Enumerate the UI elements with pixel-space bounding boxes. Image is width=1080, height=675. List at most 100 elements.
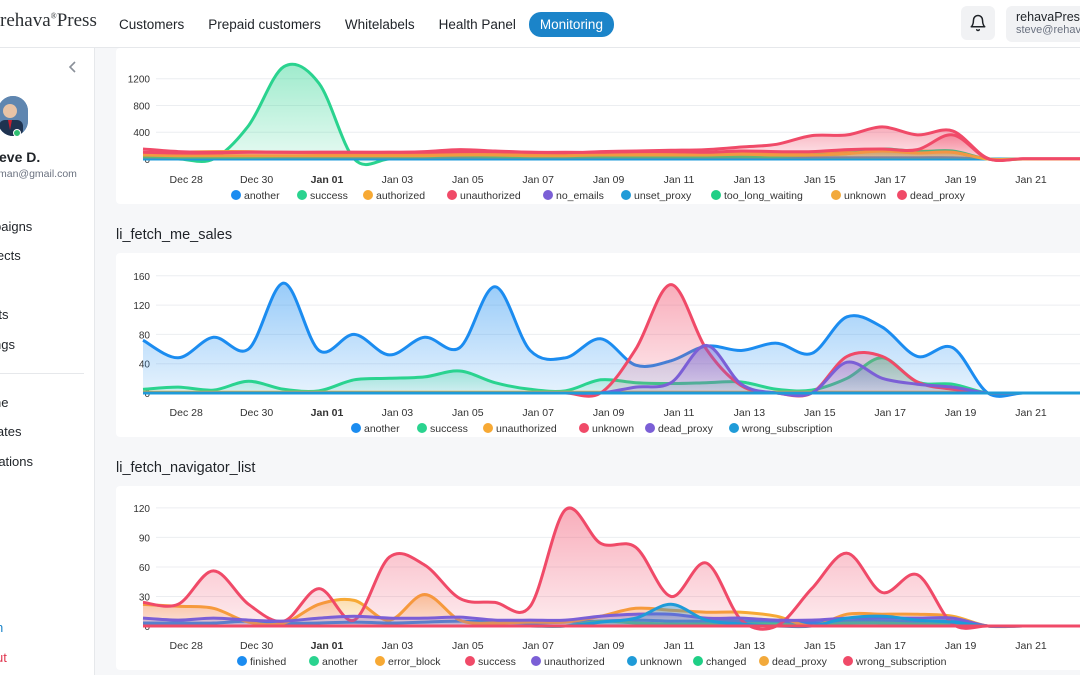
logout-link[interactable]: ut	[0, 650, 7, 665]
chart-card-3: 0 30 60 90 120 Dec 28 Dec 30 Jan 01 Jan 03 Jan 05…	[116, 486, 1080, 670]
x-tick-label: Jan 07	[522, 640, 554, 652]
legend-item-unauthorized[interactable]: unauthorized	[447, 190, 521, 202]
x-tick-label: Jan 07	[522, 407, 554, 419]
x-tick-label: Jan 09	[593, 174, 625, 186]
legend-item-unknown[interactable]: unknown	[831, 190, 886, 202]
legend-item-unknown[interactable]: unknown	[627, 656, 682, 668]
legend-label: another	[322, 656, 358, 668]
sidebar-item-campaigns[interactable]: paigns	[0, 219, 33, 234]
legend-label: dead_proxy	[772, 656, 828, 668]
legend-marker	[237, 656, 247, 666]
x-tick-label: Dec 30	[240, 174, 273, 186]
legend-marker	[693, 656, 703, 666]
x-tick-label: Jan 21	[1015, 640, 1047, 652]
legend-item-unauthorized[interactable]: unauthorized	[531, 656, 605, 668]
user-email: steve@rehav	[1016, 24, 1080, 36]
legend-item-success[interactable]: success	[465, 656, 516, 668]
legend-item-another[interactable]: another	[231, 190, 280, 202]
legend-marker	[351, 423, 361, 433]
series-line-unauthorized	[142, 612, 1080, 629]
x-tick-label: Jan 17	[874, 640, 906, 652]
nav-item-customers[interactable]: Customers	[119, 17, 185, 32]
legend-item-dead_proxy[interactable]: dead_proxy	[897, 190, 966, 202]
sidebar-item-projects[interactable]: jects	[0, 248, 21, 263]
logo-mark: ®	[50, 11, 57, 21]
user-menu[interactable]: rehavaPres steve@rehav	[1006, 6, 1080, 42]
y-tick-label: 80	[139, 330, 151, 341]
legend-item-another[interactable]: another	[309, 656, 358, 668]
x-tick-label: Jan 05	[452, 640, 484, 652]
legend-marker	[465, 656, 475, 666]
legend-item-authorized[interactable]: authorized	[363, 190, 425, 202]
x-tick-label: Jan 01	[311, 640, 344, 652]
series-line-dead_proxy	[142, 133, 1080, 162]
x-tick-label: Jan 17	[874, 407, 906, 419]
main-nav: Customers Prepaid customers Whitelabels Hea…	[108, 12, 616, 37]
profile-name: eve D.	[0, 149, 41, 165]
x-tick-label: Jan 13	[734, 640, 766, 652]
legend-item-too_long_waiting[interactable]: too_long_waiting	[711, 190, 803, 202]
sidebar-item-settings[interactable]: ngs	[0, 337, 15, 352]
bell-icon	[970, 14, 986, 32]
legend-label: another	[244, 190, 280, 202]
sidebar-link-admin[interactable]: n	[0, 620, 3, 635]
sidebar-item-reports[interactable]: rts	[0, 307, 9, 322]
notifications-button[interactable]	[961, 6, 995, 40]
sidebar-item-timeline[interactable]: ne	[0, 395, 9, 410]
legend-marker	[417, 423, 427, 433]
x-tick-label: Jan 09	[593, 407, 625, 419]
legend-label: authorized	[376, 190, 425, 202]
legend-item-error_block[interactable]: error_block	[375, 656, 441, 668]
legend-marker	[897, 190, 907, 200]
x-tick-label: Jan 05	[452, 174, 484, 186]
legend-item-changed[interactable]: changed	[693, 656, 746, 668]
legend-label: unknown	[592, 423, 634, 435]
legend-marker	[627, 656, 637, 666]
legend-marker	[447, 190, 457, 200]
legend-label: too_long_waiting	[724, 190, 803, 202]
legend-item-wrong_subscription[interactable]: wrong_subscription	[729, 423, 833, 435]
legend-label: unauthorized	[460, 190, 521, 202]
nav-item-health-panel[interactable]: Health Panel	[438, 17, 516, 32]
legend-item-another[interactable]: another	[351, 423, 400, 435]
x-tick-label: Dec 30	[240, 407, 273, 419]
legend-label: wrong_subscription	[855, 656, 947, 668]
y-tick-label: 800	[133, 101, 150, 112]
legend-item-unauthorized[interactable]: unauthorized	[483, 423, 557, 435]
x-tick-label: Jan 11	[664, 174, 695, 186]
x-tick-label: Jan 03	[382, 407, 414, 419]
legend-marker	[621, 190, 631, 200]
nav-item-prepaid-customers[interactable]: Prepaid customers	[208, 17, 321, 32]
legend-marker	[543, 190, 553, 200]
y-tick-label: 120	[133, 301, 150, 312]
sidebar-divider	[0, 373, 84, 374]
legend-item-dead_proxy[interactable]: dead_proxy	[759, 656, 828, 668]
x-tick-label: Jan 07	[522, 174, 554, 186]
nav-item-whitelabels[interactable]: Whitelabels	[344, 17, 415, 32]
x-tick-label: Jan 13	[734, 407, 766, 419]
logo-suffix: Press	[56, 10, 97, 31]
legend-item-success[interactable]: success	[297, 190, 348, 202]
legend-marker	[309, 656, 319, 666]
sidebar-item-templates[interactable]: lates	[0, 424, 22, 439]
series-area-unknown	[143, 604, 1080, 627]
chart-card-1: 0 400 800 1200 Dec 28 Dec 30 Jan 01 Jan 03 Jan 0…	[116, 48, 1080, 204]
legend-item-wrong_subscription[interactable]: wrong_subscription	[843, 656, 947, 668]
legend-item-no_emails[interactable]: no_emails	[543, 190, 604, 202]
chevron-left-icon[interactable]	[66, 60, 80, 74]
legend-item-success[interactable]: success	[417, 423, 468, 435]
legend-item-unset_proxy[interactable]: unset_proxy	[621, 190, 692, 202]
legend-item-unknown[interactable]: unknown	[579, 423, 634, 435]
x-tick-label: Jan 05	[452, 407, 484, 419]
x-tick-label: Jan 09	[593, 640, 625, 652]
logo[interactable]: rehava®Press	[0, 10, 97, 32]
sidebar-item-integrations[interactable]: rations	[0, 454, 34, 469]
legend-item-finished[interactable]: finished	[237, 656, 286, 668]
legend-item-dead_proxy[interactable]: dead_proxy	[645, 423, 714, 435]
legend-label: success	[478, 656, 516, 668]
x-tick-label: Jan 15	[804, 407, 836, 419]
y-tick-label: 60	[139, 563, 151, 574]
profile-email: man@gmail.com	[0, 168, 77, 180]
nav-item-monitoring[interactable]: Monitoring	[528, 12, 614, 37]
x-tick-label: Jan 01	[311, 407, 344, 419]
